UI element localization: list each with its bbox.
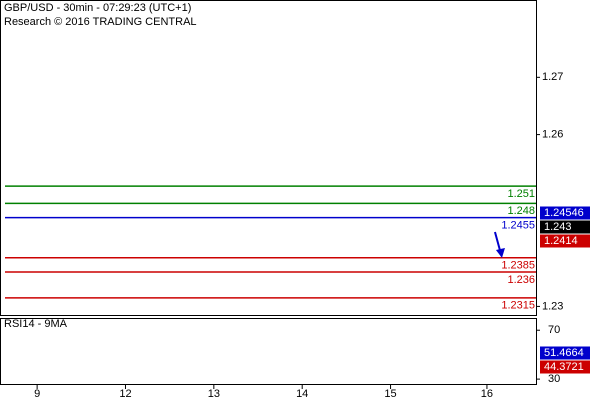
arrow-head bbox=[495, 247, 505, 258]
y-tick-label: 70 bbox=[548, 324, 560, 336]
level-label-bg bbox=[500, 188, 535, 201]
x-tick-label: 15 bbox=[384, 388, 396, 400]
x-tick-label: 13 bbox=[208, 388, 220, 400]
x-tick-label: 12 bbox=[119, 388, 131, 400]
price-marker-label: 44.3721 bbox=[544, 361, 584, 373]
y-tick-label: 1.26 bbox=[542, 128, 563, 140]
level-label: 1.2315 bbox=[501, 300, 535, 312]
y-tick-label: 1.27 bbox=[542, 71, 563, 83]
y-tick-label: 30 bbox=[548, 373, 560, 385]
level-label-bg bbox=[500, 259, 535, 272]
indicator-title: RSI14 - 9MA bbox=[4, 318, 68, 330]
price-marker-label: 1.243 bbox=[544, 221, 572, 233]
indicator-panel bbox=[0, 318, 537, 385]
price-marker-label: 51.4664 bbox=[544, 347, 584, 359]
level-label: 1.236 bbox=[507, 274, 535, 286]
price-marker-label: 1.2414 bbox=[544, 235, 578, 247]
level-label: 1.248 bbox=[507, 205, 535, 217]
level-label-bg bbox=[500, 299, 535, 312]
price-marker bbox=[540, 234, 590, 248]
price-marker bbox=[540, 346, 590, 360]
chart-subtitle: Research © 2016 TRADING CENTRAL bbox=[4, 16, 197, 28]
level-label-bg bbox=[500, 219, 535, 232]
level-label: 1.251 bbox=[507, 188, 535, 200]
x-tick-label: 14 bbox=[296, 388, 308, 400]
level-label-bg bbox=[500, 205, 535, 218]
price-marker bbox=[540, 206, 590, 220]
price-marker bbox=[540, 360, 590, 374]
x-tick-label: 9 bbox=[34, 388, 40, 400]
price-marker bbox=[540, 220, 590, 234]
y-tick-label: 1.23 bbox=[542, 300, 563, 312]
price-panel bbox=[0, 0, 537, 316]
level-label: 1.2385 bbox=[501, 260, 535, 272]
price-marker-label: 1.24546 bbox=[544, 207, 584, 219]
level-label-bg bbox=[500, 274, 535, 287]
x-tick-label: 16 bbox=[481, 388, 493, 400]
level-label: 1.2455 bbox=[501, 220, 535, 232]
chart-title: GBP/USD - 30min - 07:29:23 (UTC+1) bbox=[4, 2, 191, 14]
